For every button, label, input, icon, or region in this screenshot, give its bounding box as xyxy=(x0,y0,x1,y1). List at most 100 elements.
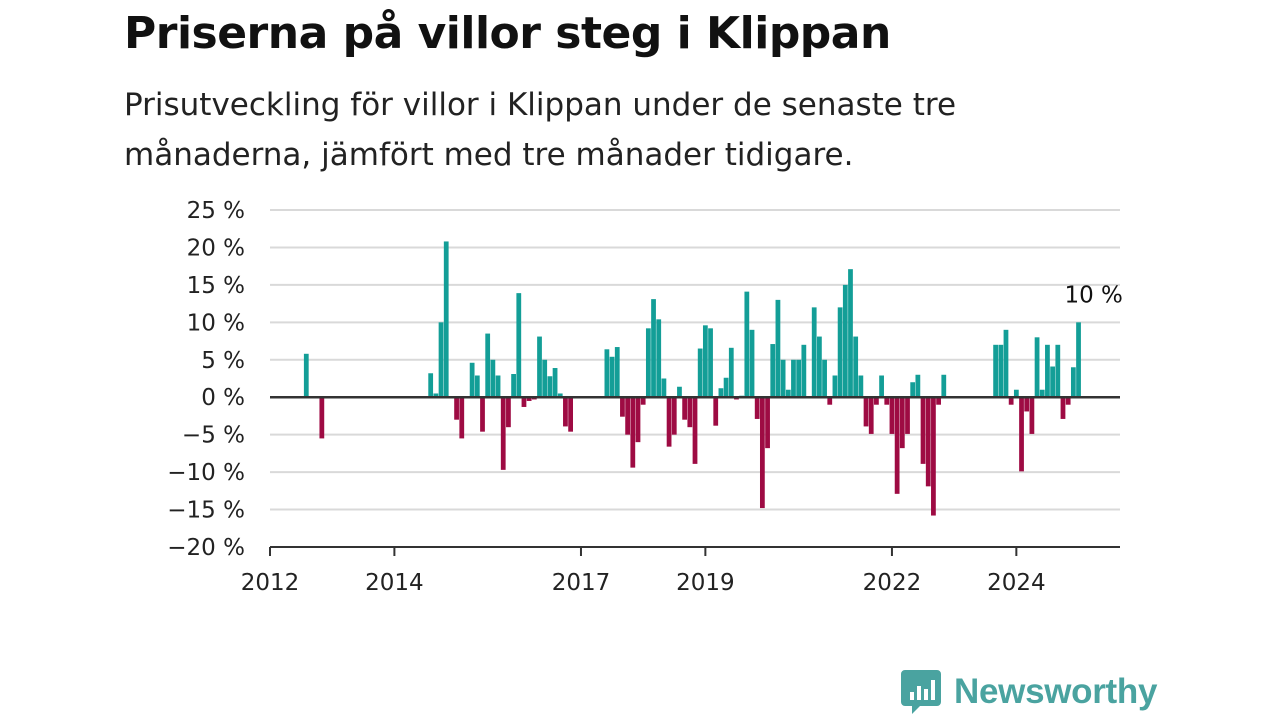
bar xyxy=(506,397,511,428)
bar xyxy=(677,386,682,398)
bar xyxy=(858,375,864,398)
bars xyxy=(303,241,1081,516)
bar xyxy=(1008,397,1014,405)
bar xyxy=(666,397,672,447)
bar xyxy=(765,397,770,449)
bar xyxy=(542,359,548,398)
bar xyxy=(899,397,905,449)
grid-lines xyxy=(270,209,1120,511)
bar xyxy=(511,374,516,398)
bar xyxy=(1019,397,1024,472)
bar xyxy=(1024,397,1030,412)
bar xyxy=(998,344,1004,398)
bar xyxy=(754,397,760,419)
bar xyxy=(775,299,781,398)
bar xyxy=(433,393,439,398)
bar xyxy=(656,319,662,398)
bar xyxy=(811,307,817,398)
bar xyxy=(682,397,688,420)
y-tick-label: 15 % xyxy=(187,273,245,299)
bar xyxy=(537,336,542,398)
bar xyxy=(759,397,765,509)
bar xyxy=(319,397,325,439)
bar xyxy=(1034,337,1040,398)
bar xyxy=(941,374,947,398)
bar xyxy=(490,359,496,398)
bar xyxy=(1050,366,1056,398)
bar xyxy=(884,397,890,405)
brand-logo: Newsworthy xyxy=(900,668,1157,716)
bar-chart-speech-bubble-icon xyxy=(901,670,941,714)
bar xyxy=(516,293,522,398)
bar xyxy=(868,397,874,434)
bar xyxy=(848,269,853,398)
bar xyxy=(915,374,921,398)
y-tick-label: 25 % xyxy=(187,198,245,224)
bar xyxy=(635,397,641,443)
bar xyxy=(604,349,610,398)
bar xyxy=(853,336,859,398)
bar xyxy=(1070,367,1076,398)
bar xyxy=(791,359,796,398)
bar xyxy=(568,397,573,432)
bar xyxy=(728,347,734,398)
bar xyxy=(526,397,532,401)
bar xyxy=(702,325,708,398)
bar xyxy=(723,377,729,398)
bar xyxy=(500,397,506,470)
bar xyxy=(645,328,651,398)
bar xyxy=(920,397,926,464)
bar xyxy=(832,375,838,398)
bar xyxy=(692,397,698,464)
bar xyxy=(837,307,843,398)
chart-title: Priserna på villor steg i Klippan xyxy=(124,8,891,59)
bar xyxy=(1060,397,1066,419)
bar xyxy=(1055,344,1061,398)
bar xyxy=(485,333,491,398)
y-tick-label: −15 % xyxy=(167,498,245,524)
bar xyxy=(443,241,449,398)
y-tick-label: 10 % xyxy=(187,310,245,336)
bar xyxy=(718,388,724,398)
x-tick-label: 2014 xyxy=(365,570,424,596)
bar xyxy=(557,393,563,398)
bar xyxy=(521,397,527,407)
brand-name: Newsworthy xyxy=(954,672,1158,711)
bar xyxy=(936,397,941,405)
bar xyxy=(547,376,553,398)
x-tick-label: 2017 xyxy=(552,570,611,596)
bar xyxy=(438,322,444,398)
bar xyxy=(1029,397,1035,434)
y-tick-label: −10 % xyxy=(167,460,245,486)
bar xyxy=(905,397,910,434)
bar xyxy=(817,336,822,398)
bar xyxy=(469,362,475,398)
bar xyxy=(827,397,833,405)
bar xyxy=(1045,344,1050,398)
bar xyxy=(454,397,459,420)
bar xyxy=(894,397,900,494)
bar xyxy=(780,359,786,398)
bar xyxy=(749,329,755,398)
bar xyxy=(480,397,485,432)
bar xyxy=(744,291,750,398)
bar xyxy=(879,375,884,398)
chart-subtitle: Prisutveckling för villor i Klippan unde… xyxy=(124,87,957,173)
bar xyxy=(563,397,568,427)
bar xyxy=(708,328,713,398)
x-tick-label: 2024 xyxy=(987,570,1046,596)
bar xyxy=(303,353,309,398)
bar xyxy=(1013,389,1019,398)
bar xyxy=(842,284,848,398)
bar xyxy=(1039,389,1045,398)
data-label: 10 % xyxy=(1064,282,1122,308)
bar xyxy=(889,397,895,434)
x-tick-label: 2022 xyxy=(863,570,922,596)
bar xyxy=(993,344,998,398)
bar xyxy=(661,378,667,398)
bar xyxy=(1003,329,1009,398)
bar xyxy=(459,397,465,439)
bar xyxy=(428,373,434,398)
bar xyxy=(697,348,703,398)
